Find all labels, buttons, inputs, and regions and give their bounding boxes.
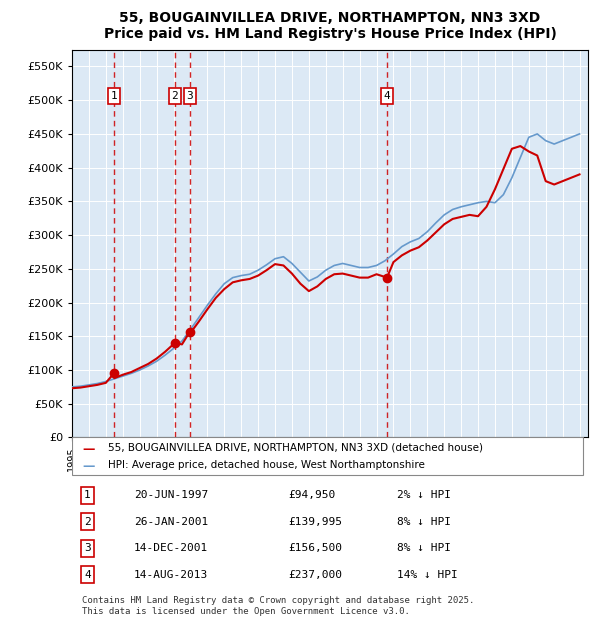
Text: 8% ↓ HPI: 8% ↓ HPI	[397, 517, 451, 527]
Text: 8% ↓ HPI: 8% ↓ HPI	[397, 543, 451, 553]
Text: 2: 2	[172, 91, 178, 101]
Text: 3: 3	[187, 91, 193, 101]
Text: 4: 4	[383, 91, 391, 101]
Text: 20-JUN-1997: 20-JUN-1997	[134, 490, 208, 500]
Text: 3: 3	[84, 543, 91, 553]
Text: 4: 4	[84, 570, 91, 580]
Text: £139,995: £139,995	[289, 517, 343, 527]
Text: 14% ↓ HPI: 14% ↓ HPI	[397, 570, 458, 580]
Text: 1: 1	[110, 91, 117, 101]
Text: HPI: Average price, detached house, West Northamptonshire: HPI: Average price, detached house, West…	[108, 461, 425, 471]
FancyBboxPatch shape	[72, 438, 583, 474]
Text: —: —	[82, 443, 95, 456]
Text: —: —	[82, 461, 95, 474]
Text: £237,000: £237,000	[289, 570, 343, 580]
Text: 1: 1	[84, 490, 91, 500]
Text: —: —	[82, 443, 95, 456]
Text: 2: 2	[84, 517, 91, 527]
Text: 2% ↓ HPI: 2% ↓ HPI	[397, 490, 451, 500]
Title: 55, BOUGAINVILLEA DRIVE, NORTHAMPTON, NN3 3XD
Price paid vs. HM Land Registry's : 55, BOUGAINVILLEA DRIVE, NORTHAMPTON, NN…	[104, 11, 556, 42]
Text: 14-AUG-2013: 14-AUG-2013	[134, 570, 208, 580]
Text: HPI: Average price, detached house, West Northamptonshire: HPI: Average price, detached house, West…	[108, 461, 425, 471]
Text: 14-DEC-2001: 14-DEC-2001	[134, 543, 208, 553]
Text: £156,500: £156,500	[289, 543, 343, 553]
Text: 55, BOUGAINVILLEA DRIVE, NORTHAMPTON, NN3 3XD (detached house): 55, BOUGAINVILLEA DRIVE, NORTHAMPTON, NN…	[108, 443, 483, 453]
Text: 55, BOUGAINVILLEA DRIVE, NORTHAMPTON, NN3 3XD (detached house): 55, BOUGAINVILLEA DRIVE, NORTHAMPTON, NN…	[108, 443, 483, 453]
Text: £94,950: £94,950	[289, 490, 336, 500]
Text: 26-JAN-2001: 26-JAN-2001	[134, 517, 208, 527]
Text: —: —	[82, 461, 95, 474]
Text: Contains HM Land Registry data © Crown copyright and database right 2025.
This d: Contains HM Land Registry data © Crown c…	[82, 596, 475, 616]
